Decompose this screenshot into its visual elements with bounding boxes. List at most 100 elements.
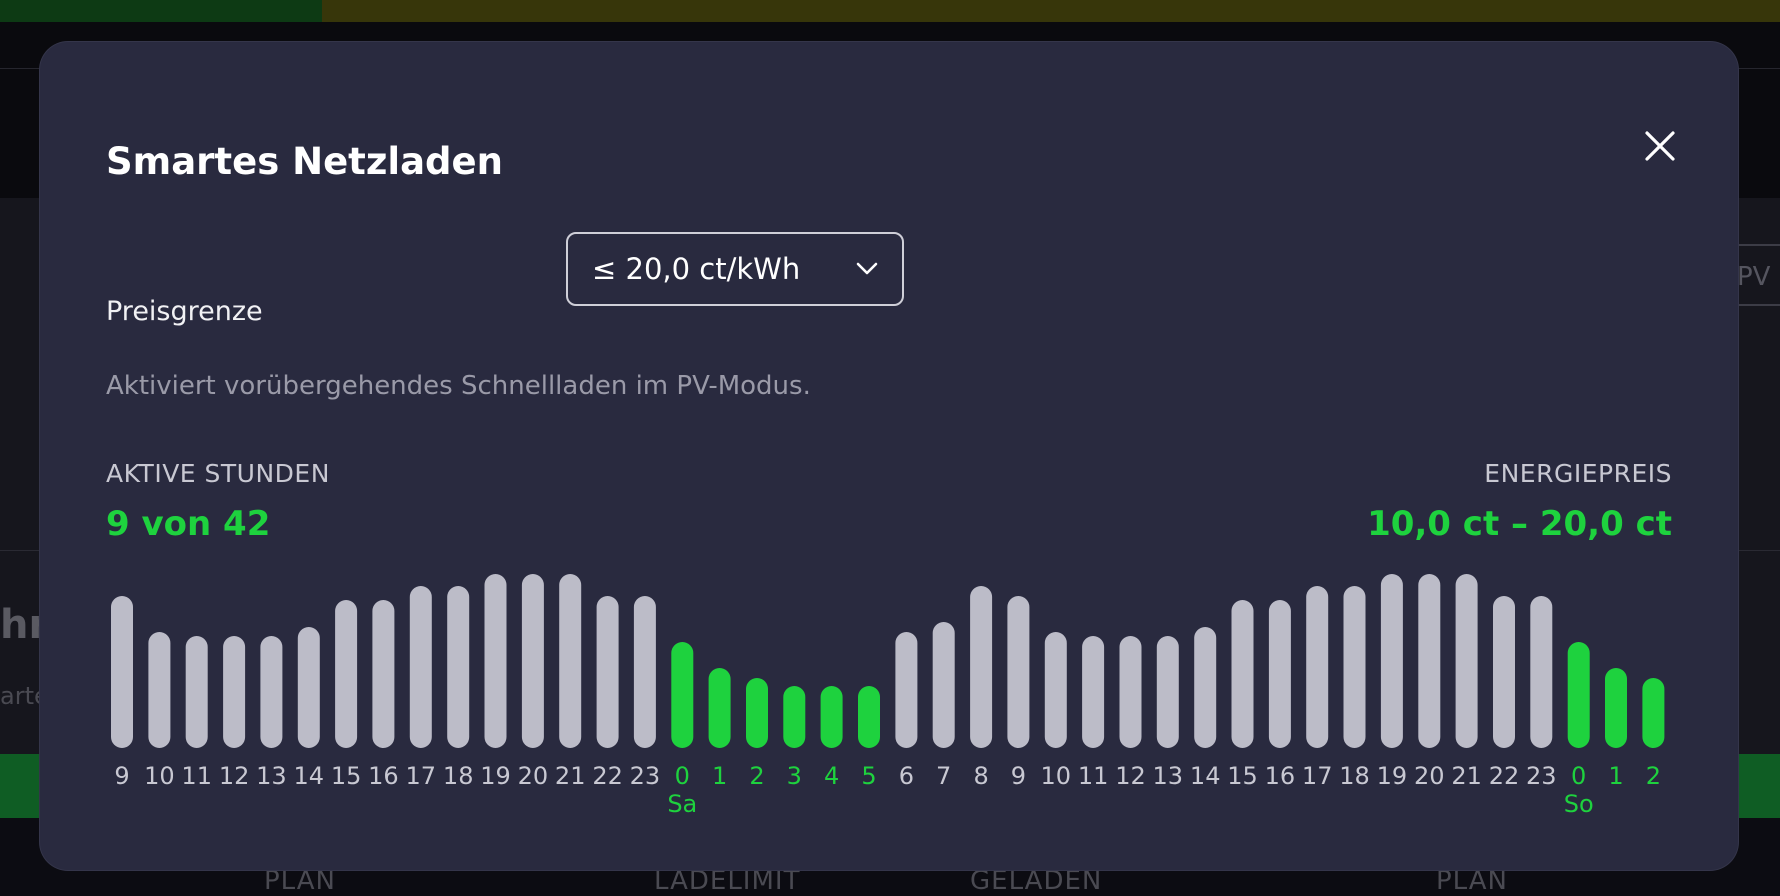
price-limit-label: Preisgrenze <box>106 296 263 327</box>
energy-price-label: ENERGIEPREIS <box>1484 459 1672 488</box>
close-button[interactable] <box>1632 118 1688 174</box>
hour-bar <box>1493 596 1515 748</box>
hour-tick-label: 21 <box>555 762 586 790</box>
hour-tick-label: 11 <box>181 762 212 790</box>
hour-tick-label: 1 <box>1608 762 1623 790</box>
active-hours-value: 9 von 42 <box>106 504 271 544</box>
app-top-bar <box>0 0 1780 22</box>
hour-tick-label: 10 <box>144 762 175 790</box>
hour-tick-label: 0 <box>675 762 690 790</box>
hour-tick-label: 9 <box>1011 762 1026 790</box>
active-hours-label: AKTIVE STUNDEN <box>106 459 330 488</box>
footer-label-geladen: GELADEN <box>970 866 1103 896</box>
hour-tick-label: 17 <box>406 762 437 790</box>
hour-tick-label: 4 <box>824 762 839 790</box>
hour-tick-label: 0 <box>1571 762 1586 790</box>
hour-bar <box>1044 632 1067 748</box>
chevron-down-icon <box>856 262 878 275</box>
hour-bar <box>895 632 918 748</box>
hour-bar <box>820 686 843 748</box>
price-limit-select[interactable]: ≤ 20,0 ct/kWh <box>566 232 904 306</box>
app-top-bar-segment <box>0 0 322 22</box>
hour-tick-label: 14 <box>1190 762 1221 790</box>
hour-tick-label: 19 <box>1377 762 1408 790</box>
hour-tick-label: 7 <box>936 762 951 790</box>
hour-bar <box>521 574 544 748</box>
hour-tick-label: 12 <box>219 762 250 790</box>
hour-tick-label: 2 <box>749 762 764 790</box>
footer-label-plan: PLAN <box>264 866 336 896</box>
hour-tick-label: 6 <box>899 762 914 790</box>
hour-tick-label: 16 <box>368 762 399 790</box>
hour-bar <box>297 627 320 748</box>
hour-tick-label: 23 <box>630 762 661 790</box>
hour-bar <box>1642 678 1665 748</box>
hour-bar <box>1455 574 1478 748</box>
smart-grid-charging-dialog: Smartes Netzladen Preisgrenze ≤ 20,0 ct/… <box>40 42 1738 870</box>
hour-tick-label: 13 <box>1153 762 1184 790</box>
hour-tick-label: 9 <box>114 762 129 790</box>
hour-tick-label: 22 <box>1489 762 1520 790</box>
hour-tick-label: 3 <box>787 762 802 790</box>
hour-bar <box>746 678 768 748</box>
hour-bar <box>1567 642 1590 748</box>
hour-tick-label: 10 <box>1041 762 1072 790</box>
hour-bar <box>260 636 283 748</box>
hour-tick-label: 20 <box>1414 762 1445 790</box>
day-label: So <box>1564 790 1594 818</box>
hour-tick-label: 19 <box>480 762 511 790</box>
hour-bar <box>1156 636 1179 748</box>
hour-tick-label: 12 <box>1115 762 1146 790</box>
hour-bar <box>1380 574 1403 748</box>
hour-bar <box>783 686 806 748</box>
hour-bar <box>708 668 731 748</box>
hour-tick-label: 8 <box>973 762 988 790</box>
footer-label-ladelimit: LADELIMIT <box>654 866 801 896</box>
hour-tick-label: 2 <box>1646 762 1661 790</box>
hour-bar <box>1231 600 1254 748</box>
hour-bar <box>932 622 955 748</box>
hour-bar <box>1343 586 1366 748</box>
hour-bar <box>185 636 208 748</box>
hour-bar <box>970 586 993 748</box>
price-limit-value: ≤ 20,0 ct/kWh <box>592 252 801 286</box>
hour-tick-label: 11 <box>1078 762 1109 790</box>
close-icon <box>1645 131 1675 161</box>
hour-tick-label: 5 <box>861 762 876 790</box>
hour-bar <box>596 596 619 748</box>
hour-bar <box>858 686 880 748</box>
hour-tick-label: 22 <box>592 762 623 790</box>
hour-bar <box>1082 636 1105 748</box>
hour-bar <box>1605 668 1627 748</box>
hour-tick-label: 20 <box>518 762 549 790</box>
hour-bar <box>1530 596 1553 748</box>
hour-tick-label: 18 <box>1339 762 1370 790</box>
day-label: Sa <box>667 790 697 818</box>
energy-price-value: 10,0 ct – 20,0 ct <box>1367 504 1672 544</box>
hour-tick-label: 1 <box>712 762 727 790</box>
hour-bar <box>1194 627 1217 748</box>
hour-tick-label: 15 <box>1227 762 1258 790</box>
hour-bar <box>447 586 470 748</box>
hour-tick-label: 17 <box>1302 762 1333 790</box>
hour-tick-label: 18 <box>443 762 474 790</box>
hour-tick-label: 13 <box>256 762 287 790</box>
hour-tick-label: 16 <box>1265 762 1296 790</box>
hour-bar <box>1306 586 1329 748</box>
hour-bar <box>633 596 656 748</box>
hour-tick-label: 14 <box>294 762 325 790</box>
footer-label-plan-2: PLAN <box>1436 866 1508 896</box>
hour-tick-label: 15 <box>331 762 362 790</box>
hour-bar <box>671 642 694 748</box>
dialog-title: Smartes Netzladen <box>106 140 503 183</box>
hour-bar <box>1007 596 1030 748</box>
hour-bar <box>372 600 395 748</box>
hour-tick-label: 21 <box>1451 762 1482 790</box>
hour-bar <box>1418 574 1441 748</box>
hour-bar <box>1119 636 1142 748</box>
hour-bar <box>1268 600 1291 748</box>
hour-bar <box>148 632 171 748</box>
hour-tick-label: 23 <box>1526 762 1557 790</box>
hour-bar <box>223 636 246 748</box>
price-hours-chart: 9 10 11 12 13 14 15 16 17 18 19 20 21 22 23 0 1 2 3 4 5 6 7 8 9 1… <box>111 574 1665 818</box>
